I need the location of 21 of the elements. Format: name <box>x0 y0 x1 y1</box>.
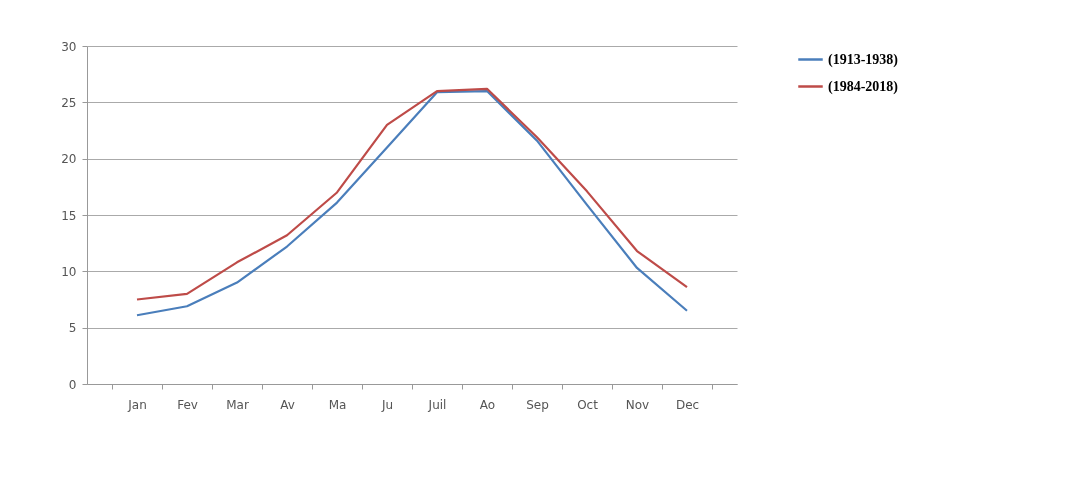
x-tick-label: Oct <box>577 397 599 412</box>
x-tick-label: Nov <box>625 397 650 412</box>
y-tick-label: 5 <box>68 321 77 336</box>
legend-label: (1913-1938) <box>828 51 899 68</box>
x-tick-label: Ma <box>328 397 347 412</box>
y-tick-label: 25 <box>61 95 77 110</box>
y-tick-label: 10 <box>61 264 77 279</box>
x-tick-label: Ju <box>380 397 394 412</box>
y-tick-label: 30 <box>61 39 77 54</box>
x-tick-label: Juil <box>427 397 447 412</box>
y-tick-label: 20 <box>61 152 77 167</box>
y-tick-label: 0 <box>68 377 77 392</box>
x-tick-label: Ao <box>479 397 496 412</box>
x-tick-label: Jan <box>127 397 147 412</box>
y-tick-label: 15 <box>61 208 77 223</box>
x-tick-label: Fev <box>177 397 198 412</box>
x-tick-label: Sep <box>526 397 549 412</box>
legend-label: (1984-2018) <box>828 78 899 95</box>
x-tick-label: Dec <box>675 397 700 412</box>
x-tick-label: Av <box>280 397 295 412</box>
x-tick-label: Mar <box>226 397 249 412</box>
